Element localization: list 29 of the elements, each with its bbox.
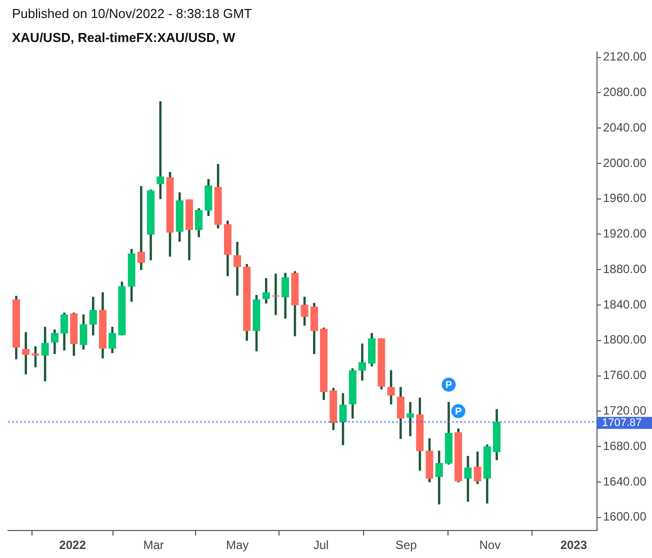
y-tick-label: 1840.00 [603, 297, 647, 312]
y-tick-label: 1920.00 [603, 226, 647, 241]
annotation: P [445, 380, 452, 391]
candlestick [272, 274, 280, 316]
ref-line-label: 1707.87 [602, 416, 642, 429]
text: Published on 10/Nov/2022 - 8:38:18 GMT [12, 6, 252, 21]
x-tick-label: Jul [313, 538, 329, 552]
y-tick-label: 1680.00 [603, 438, 647, 453]
x-tick-label: Nov [479, 538, 501, 552]
x-tick-label: Mar [143, 538, 164, 552]
y-tick-label: 1960.00 [603, 191, 647, 206]
y-tick-label: 2040.00 [603, 120, 647, 134]
y-tick-label: 1760.00 [603, 368, 647, 382]
candlestick [22, 332, 30, 374]
y-tick-label: 1640.00 [603, 474, 647, 488]
candlestick [137, 186, 146, 270]
chart-title: XAU/USD, Real-timeFX:XAU/USD, W [12, 30, 236, 45]
y-tick-label: 1880.00 [603, 262, 647, 276]
y-tick-label: 1720.00 [603, 403, 647, 418]
y-tick-label: 1800.00 [603, 332, 647, 347]
x-tick-label: 2022 [59, 538, 86, 552]
y-tick-label: 2120.00 [603, 50, 647, 64]
y-tick-label: 1600.00 [603, 510, 647, 524]
y-tick-label: 2080.00 [603, 85, 647, 100]
y-tick-label: 2000.00 [603, 156, 647, 170]
x-tick-label: Sep [395, 538, 418, 552]
x-tick-label: 2023 [560, 538, 588, 552]
x-tick-label: May [226, 538, 249, 552]
annotation: P [454, 406, 462, 418]
